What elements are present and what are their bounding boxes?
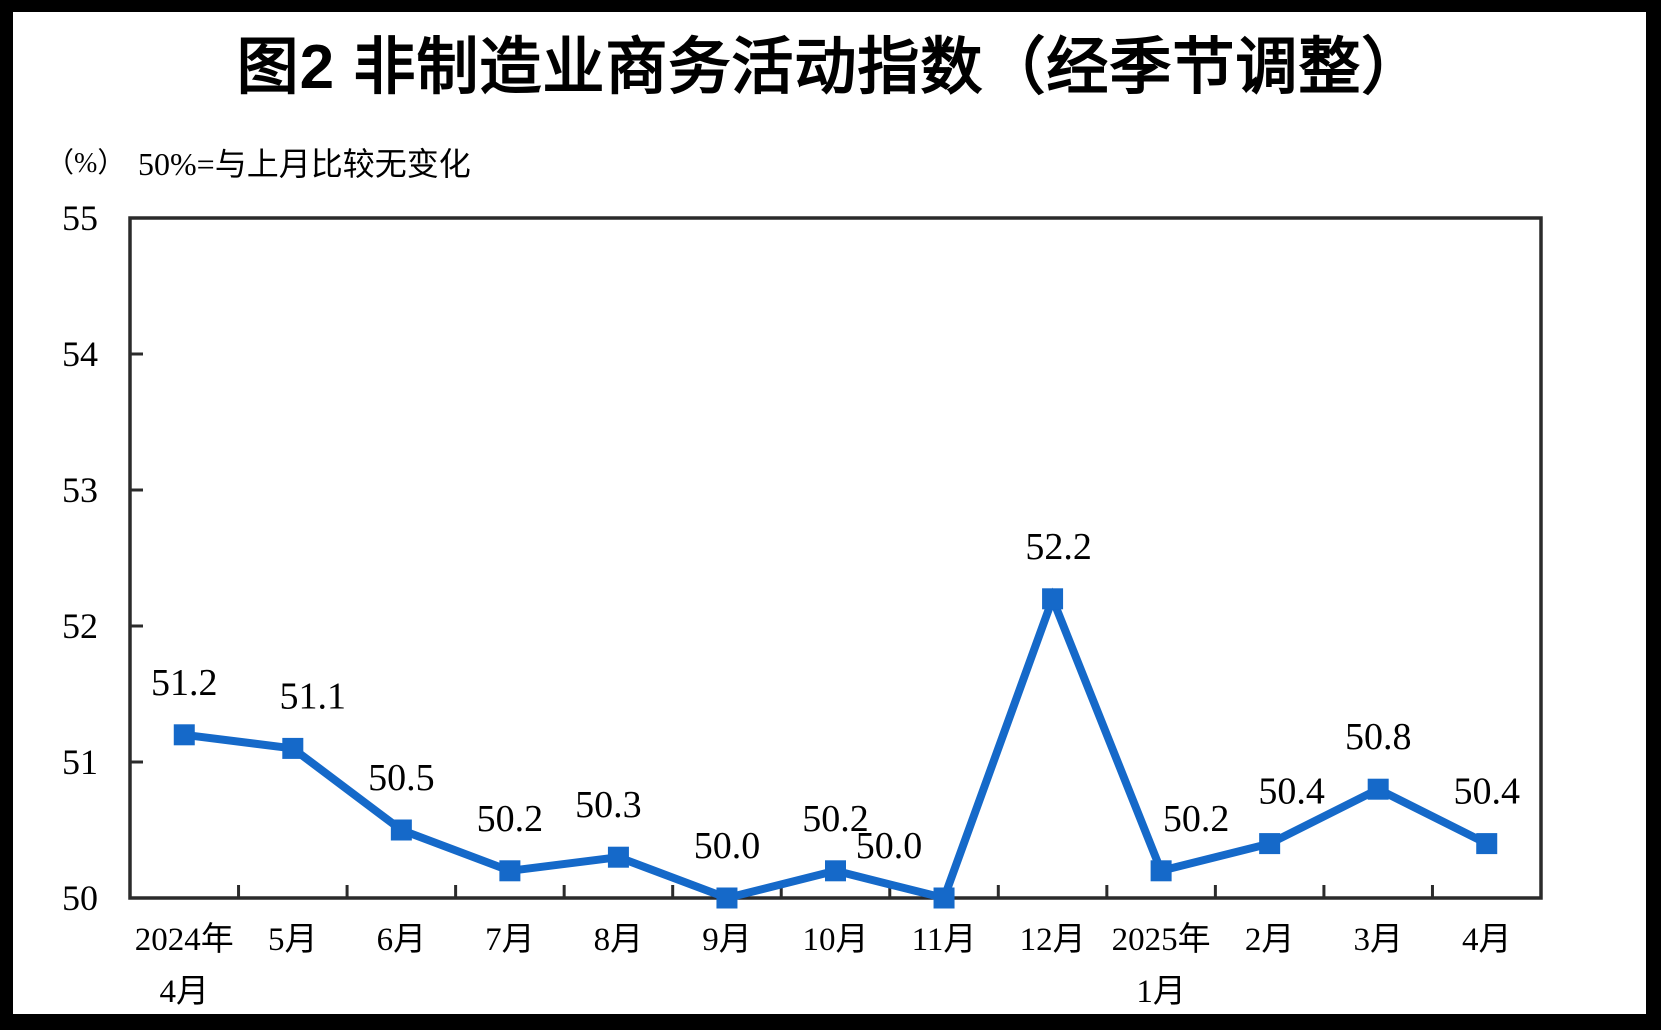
data-label: 50.2 (1163, 798, 1230, 840)
x-tick-label: 4月 (160, 974, 210, 1010)
data-label: 50.2 (477, 798, 544, 840)
data-point-marker (282, 737, 304, 759)
data-label: 50.8 (1345, 716, 1412, 758)
data-label: 52.2 (1025, 526, 1092, 568)
x-tick-label: 7月 (485, 922, 535, 958)
data-point-marker (607, 846, 629, 868)
data-point-marker (1150, 860, 1172, 882)
y-tick-label: 53 (62, 470, 98, 510)
data-point-marker (1476, 833, 1498, 855)
data-label: 50.4 (1258, 771, 1325, 813)
data-label: 50.4 (1453, 771, 1520, 813)
series-line (183, 587, 1489, 903)
figure-page (13, 12, 1646, 1014)
x-tick-label: 10月 (803, 922, 869, 958)
y-tick-label: 50 (62, 878, 98, 918)
chart-title: 图2 非制造业商务活动指数（经季节调整） (236, 33, 1425, 102)
data-point-marker (1367, 778, 1389, 800)
x-tick-label: 8月 (594, 922, 644, 958)
data-point-marker (933, 887, 955, 909)
data-point-marker (1259, 833, 1281, 855)
data-label: 50.0 (694, 825, 761, 867)
data-point-marker (1042, 588, 1064, 610)
x-tick-label: 3月 (1353, 922, 1403, 958)
x-tick-label: 5月 (268, 922, 318, 958)
data-point-marker (390, 819, 412, 841)
data-label: 50.0 (856, 825, 923, 867)
x-tick-label: 11月 (912, 922, 977, 958)
x-tick-label: 4月 (1462, 922, 1512, 958)
data-point-marker (825, 860, 846, 882)
data-label: 50.2 (802, 798, 869, 840)
data-label: 50.3 (575, 784, 642, 826)
y-tick-label: 54 (62, 334, 98, 374)
data-label: 51.1 (280, 675, 347, 717)
chart-subtitle: 50%=与上月比较无变化 (138, 146, 471, 182)
x-tick-label: 1月 (1136, 974, 1186, 1010)
x-tick-label: 2024年 (135, 921, 234, 958)
data-point-marker (499, 860, 521, 882)
x-tick-label: 9月 (702, 922, 752, 958)
data-point-marker (716, 887, 738, 909)
x-tick-label: 2月 (1245, 922, 1295, 958)
data-label: 51.2 (151, 662, 218, 704)
x-tick-label: 12月 (1020, 922, 1086, 958)
y-tick-label: 55 (62, 198, 98, 238)
data-point-marker (173, 724, 195, 746)
x-tick-label: 2025年 (1112, 921, 1211, 958)
y-tick-label: 52 (62, 606, 98, 646)
y-axis-unit-label: （%） (46, 148, 126, 179)
x-tick-label: 6月 (377, 922, 427, 958)
data-label: 50.5 (368, 757, 435, 799)
y-tick-label: 51 (62, 742, 98, 782)
plot-frame (128, 216, 1543, 900)
